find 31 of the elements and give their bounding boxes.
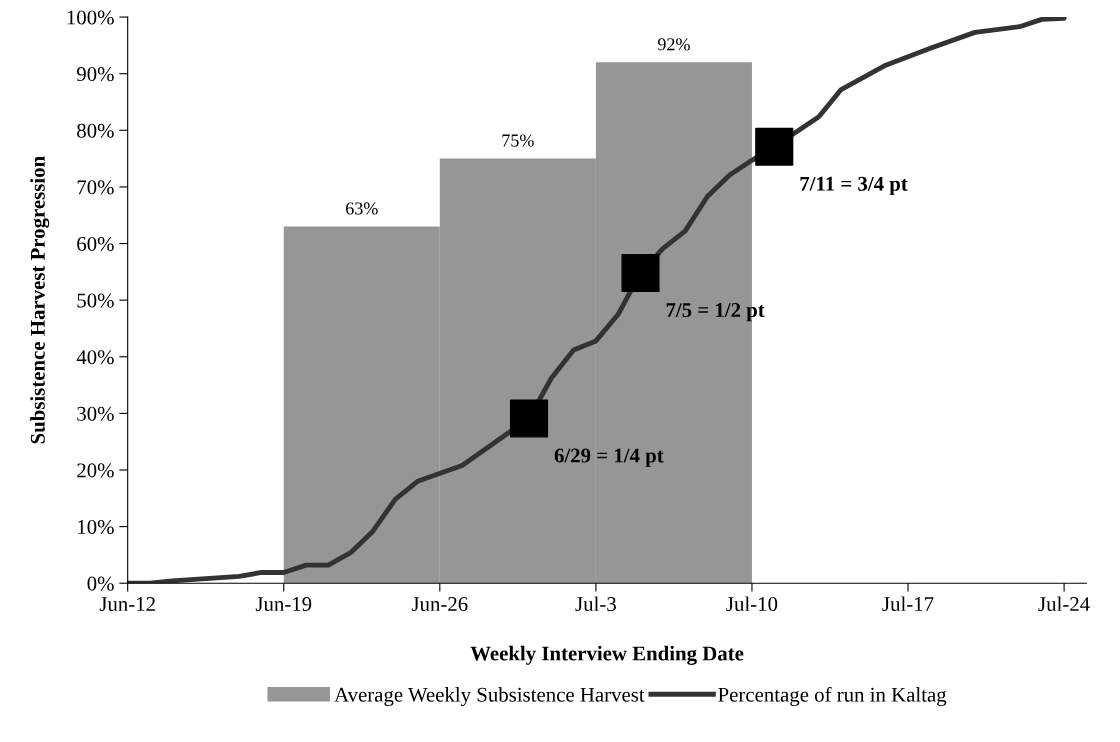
- data-label: 75%: [502, 134, 534, 147]
- y-tick-label: 10%: [78, 519, 114, 535]
- x-tick-label: Jul-24: [1038, 596, 1090, 612]
- y-tick-label: 20%: [77, 463, 114, 478]
- x-tick-label: Jul-17: [882, 596, 934, 612]
- y-axis-title: Subsistence Harvest Progression: [30, 156, 50, 444]
- y-tick-label: 40%: [76, 350, 114, 365]
- x-tick-label: Jun-19: [255, 597, 312, 612]
- y-tick-label: 60%: [77, 236, 114, 252]
- data-label: 63%: [346, 202, 378, 215]
- y-tick-label: 0%: [87, 576, 114, 591]
- point: [621, 253, 660, 293]
- x-tick-label: Jun-26: [411, 597, 468, 612]
- x-tick-label: Jul-3: [575, 596, 616, 612]
- annotation: 7/11 = 3/4 pt: [800, 176, 908, 196]
- y-tick-label: 70%: [77, 180, 114, 195]
- annotation: 7/5 = 1/2 pt: [666, 303, 765, 322]
- x-tick-label: Jun-12: [99, 597, 155, 612]
- legend-label: Percentage of run in Kaltag: [718, 686, 947, 707]
- y-tick-label: 100%: [67, 10, 114, 25]
- x-tick-label: Jul-10: [726, 596, 778, 612]
- data-label: 92%: [657, 38, 690, 51]
- annotation: 6/29 = 1/4 pt: [554, 448, 664, 467]
- x-axis-title: Weekly Interview Ending Date: [470, 645, 744, 665]
- point: [755, 127, 794, 166]
- y-tick-label: 80%: [77, 123, 114, 138]
- y-tick-label: 90%: [76, 67, 114, 82]
- y-tick-label: 30%: [77, 406, 114, 421]
- legend-label: Average Weekly Subsistence Harvest: [334, 687, 645, 707]
- y-tick-label: 50%: [77, 293, 114, 308]
- point: [509, 399, 549, 438]
